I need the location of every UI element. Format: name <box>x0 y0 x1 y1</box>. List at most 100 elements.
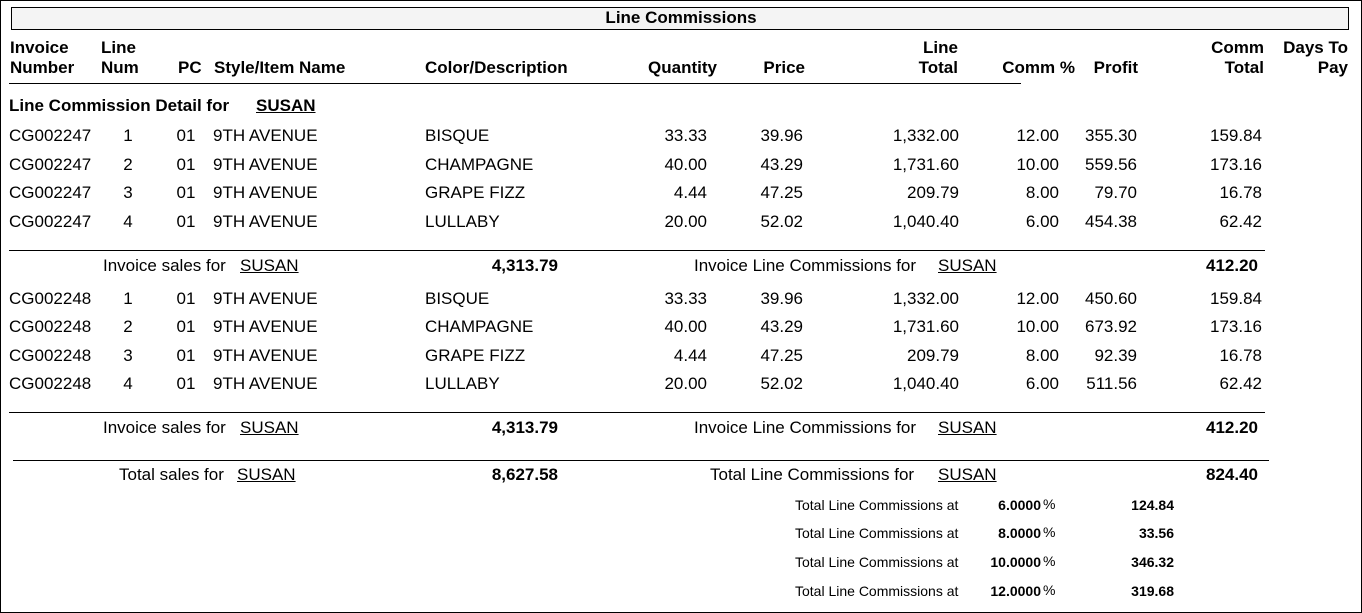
rate-unit: % <box>1043 524 1056 540</box>
rate-label: Total Line Commissions at <box>795 497 959 513</box>
cell: 1 <box>123 126 133 145</box>
comm-amount: 824.40 <box>1206 465 1258 484</box>
comm-label: Invoice Line Commissions for <box>694 256 917 275</box>
column-header: Invoice <box>10 38 69 57</box>
sales-rep: SUSAN <box>240 418 299 437</box>
cell: CG002247 <box>9 212 92 231</box>
cell: 52.02 <box>760 212 803 231</box>
cell: BISQUE <box>425 126 490 145</box>
cell: CG002247 <box>9 155 92 174</box>
cell: 1,332.00 <box>892 289 959 308</box>
comm-amount: 412.20 <box>1206 418 1258 437</box>
rate-value: 12.0000 <box>990 583 1041 599</box>
cell: 1,332.00 <box>892 126 959 145</box>
cell: 4.44 <box>673 346 707 365</box>
sales-rep: SUSAN <box>240 256 299 275</box>
rate-label: Total Line Commissions at <box>795 583 959 599</box>
cell: CG002248 <box>9 374 92 393</box>
rate-label: Total Line Commissions at <box>795 525 959 541</box>
column-header: Number <box>10 58 75 77</box>
cell: 92.39 <box>1094 346 1137 365</box>
divider <box>13 460 1269 461</box>
sales-label: Total sales for <box>119 465 224 484</box>
report-title: Line Commissions <box>605 8 757 27</box>
rate-value: 6.0000 <box>998 497 1041 513</box>
divider <box>9 83 1021 84</box>
cell: LULLABY <box>425 212 500 231</box>
column-header: Total <box>918 58 958 77</box>
cell: 20.00 <box>664 374 707 393</box>
cell: 39.96 <box>760 126 803 145</box>
cell: 159.84 <box>1210 289 1262 308</box>
cell: 8.00 <box>1025 183 1059 202</box>
rate-unit: % <box>1043 582 1056 598</box>
column-header: Quantity <box>648 58 717 77</box>
cell: 01 <box>176 289 196 308</box>
cell: 159.84 <box>1210 126 1262 145</box>
cell: 1,731.60 <box>892 317 959 336</box>
rate-value: 10.0000 <box>990 554 1041 570</box>
divider <box>9 250 1265 251</box>
cell: 33.33 <box>664 289 707 308</box>
cell: 39.96 <box>760 289 803 308</box>
cell: 01 <box>176 126 196 145</box>
cell: CG002248 <box>9 289 92 308</box>
column-header: Total <box>1224 58 1264 77</box>
cell: 9TH AVENUE <box>213 126 318 145</box>
cell: GRAPE FIZZ <box>425 183 526 202</box>
column-header: Comm % <box>1002 58 1075 77</box>
cell: 12.00 <box>1016 289 1059 308</box>
cell: 62.42 <box>1219 212 1262 231</box>
comm-rep: SUSAN <box>938 465 997 484</box>
cell: 43.29 <box>760 317 803 336</box>
rate-amount: 33.56 <box>1138 525 1174 541</box>
cell: 43.29 <box>760 155 803 174</box>
sales-amount: 8,627.58 <box>491 465 558 484</box>
cell: 1 <box>123 289 133 308</box>
cell: 454.38 <box>1085 212 1137 231</box>
column-header: Price <box>763 58 805 77</box>
cell: 173.16 <box>1210 155 1262 174</box>
comm-label: Total Line Commissions for <box>710 465 915 484</box>
cell: 4 <box>123 374 133 393</box>
rate-amount: 319.68 <box>1131 583 1174 599</box>
cell: 01 <box>176 317 196 336</box>
comm-rep: SUSAN <box>938 256 997 275</box>
cell: 9TH AVENUE <box>213 317 318 336</box>
cell: 62.42 <box>1219 374 1262 393</box>
cell: 559.56 <box>1085 155 1137 174</box>
cell: CG002247 <box>9 183 92 202</box>
cell: 450.60 <box>1085 289 1137 308</box>
column-header: Days To <box>1283 38 1348 57</box>
cell: 209.79 <box>907 183 959 202</box>
cell: 79.70 <box>1094 183 1137 202</box>
cell: 6.00 <box>1025 374 1059 393</box>
sales-amount: 4,313.79 <box>491 256 558 275</box>
cell: LULLABY <box>425 374 500 393</box>
cell: 511.56 <box>1086 374 1137 393</box>
cell: 16.78 <box>1219 346 1262 365</box>
cell: CG002247 <box>9 126 92 145</box>
cell: 9TH AVENUE <box>213 183 318 202</box>
sales-label: Invoice sales for <box>103 418 226 437</box>
cell: 01 <box>176 212 196 231</box>
cell: 16.78 <box>1219 183 1262 202</box>
cell: 1,040.40 <box>892 212 959 231</box>
column-header: Comm <box>1211 38 1264 57</box>
column-header: Num <box>101 58 139 77</box>
cell: 3 <box>123 183 133 202</box>
cell: 12.00 <box>1016 126 1059 145</box>
cell: 9TH AVENUE <box>213 212 318 231</box>
cell: 9TH AVENUE <box>213 374 318 393</box>
cell: CG002248 <box>9 346 92 365</box>
cell: 4.44 <box>673 183 707 202</box>
cell: 2 <box>123 155 133 174</box>
divider <box>9 412 1265 413</box>
comm-amount: 412.20 <box>1206 256 1258 275</box>
cell: GRAPE FIZZ <box>425 346 526 365</box>
column-header: Profit <box>1093 58 1138 77</box>
rate-value: 8.0000 <box>998 525 1041 541</box>
comm-rep: SUSAN <box>938 418 997 437</box>
sales-amount: 4,313.79 <box>491 418 558 437</box>
